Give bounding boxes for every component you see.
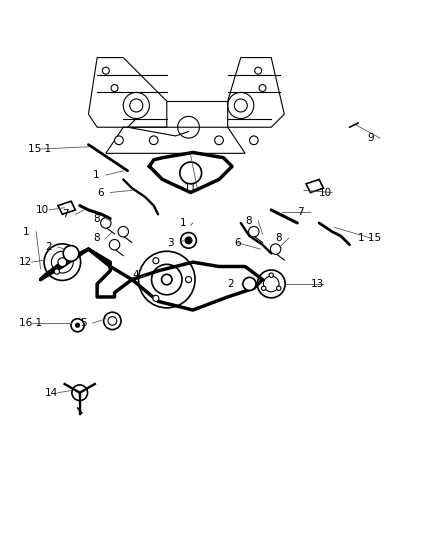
Circle shape — [110, 239, 120, 250]
Circle shape — [104, 312, 121, 329]
Text: 2: 2 — [45, 242, 52, 252]
Text: 15 1: 15 1 — [28, 144, 51, 154]
Text: 4: 4 — [132, 270, 138, 280]
Text: 6: 6 — [234, 238, 241, 247]
Text: 12: 12 — [19, 257, 32, 267]
Circle shape — [257, 270, 285, 298]
Circle shape — [243, 277, 256, 290]
Circle shape — [58, 258, 67, 266]
Text: 11: 11 — [184, 183, 198, 193]
Circle shape — [101, 218, 111, 228]
Text: 13: 13 — [311, 279, 324, 289]
Circle shape — [185, 277, 191, 282]
Circle shape — [261, 286, 266, 290]
Text: 3: 3 — [167, 238, 173, 247]
Circle shape — [180, 162, 201, 184]
Text: 6: 6 — [97, 188, 104, 198]
Text: 9: 9 — [367, 133, 374, 143]
Text: 8: 8 — [276, 233, 282, 243]
Circle shape — [254, 67, 261, 74]
Circle shape — [54, 269, 60, 274]
Circle shape — [276, 286, 281, 290]
Circle shape — [63, 246, 79, 261]
Text: 10: 10 — [36, 205, 49, 215]
Circle shape — [153, 295, 159, 302]
Text: 8: 8 — [93, 233, 99, 243]
Text: 8: 8 — [93, 214, 99, 224]
Circle shape — [102, 67, 110, 74]
Circle shape — [111, 85, 118, 92]
Text: 8: 8 — [245, 216, 252, 226]
Circle shape — [162, 274, 172, 285]
Circle shape — [149, 136, 158, 144]
Circle shape — [185, 237, 192, 244]
Circle shape — [44, 244, 81, 280]
Circle shape — [71, 319, 84, 332]
Circle shape — [250, 136, 258, 144]
Circle shape — [118, 227, 128, 237]
Polygon shape — [41, 249, 262, 310]
Text: 16 1: 16 1 — [19, 318, 42, 328]
Circle shape — [269, 273, 273, 277]
Circle shape — [138, 251, 195, 308]
Text: 1: 1 — [23, 227, 30, 237]
Polygon shape — [149, 152, 232, 192]
Text: 2: 2 — [228, 279, 234, 289]
Text: 10: 10 — [319, 188, 332, 198]
Text: 1: 1 — [180, 218, 187, 228]
Text: 1 15: 1 15 — [358, 233, 381, 243]
Text: 1: 1 — [93, 170, 99, 180]
Circle shape — [215, 136, 223, 144]
Circle shape — [249, 227, 259, 237]
Circle shape — [75, 322, 80, 328]
Text: 7: 7 — [62, 209, 69, 219]
Circle shape — [153, 257, 159, 264]
Text: 5: 5 — [80, 318, 86, 328]
Circle shape — [259, 85, 266, 92]
Circle shape — [270, 244, 281, 254]
Text: 7: 7 — [297, 207, 304, 217]
Circle shape — [115, 136, 123, 144]
Text: 14: 14 — [45, 387, 58, 398]
Circle shape — [65, 250, 71, 255]
